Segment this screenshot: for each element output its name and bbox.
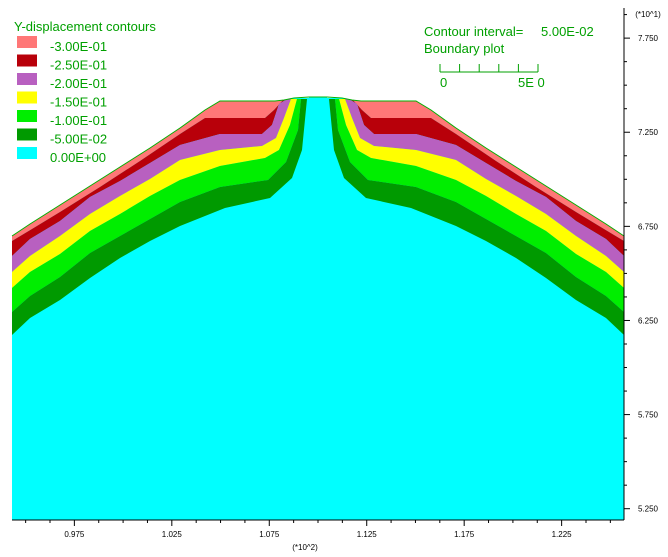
dam-boundary-outline	[11, 96, 625, 237]
legend-label: 0.00E+00	[50, 150, 106, 165]
x-tick-label: 0.975	[64, 530, 85, 539]
band-minus-0-05-right	[329, 99, 624, 335]
contour-interval-info: Contour interval= 5.00E-02 Boundary plot…	[424, 24, 594, 90]
legend: Y-displacement contours -3.00E-01 -2.50E-…	[14, 19, 156, 165]
scale-bar	[439, 64, 539, 73]
x-multiplier-label: (*10^2)	[292, 543, 318, 552]
band-minus-0-20-right	[345, 99, 624, 272]
y-axis: 5.250 5.750 6.250 6.750 7.250 7.750	[624, 14, 659, 514]
boundary-plot-label: Boundary plot	[424, 41, 505, 56]
legend-swatch	[17, 36, 37, 48]
legend-label: -1.50E-01	[50, 95, 107, 110]
crest-cap	[309, 97, 327, 99]
band-minus-0-10-left	[12, 99, 301, 312]
legend-swatch	[17, 54, 37, 67]
x-tick-label: 1.175	[454, 530, 475, 539]
legend-label: -5.00E-02	[50, 132, 107, 147]
x-tick-label: 1.125	[357, 530, 378, 539]
band-minus-0-15-left	[12, 99, 297, 288]
contour-interval-value: 5.00E-02	[541, 24, 594, 39]
legend-label: -2.50E-01	[50, 58, 107, 73]
legend-swatch	[17, 73, 37, 85]
contour-bands	[11, 8, 625, 520]
band-minus-0-05-left	[12, 99, 307, 335]
band-minus-0-15-right	[339, 99, 624, 288]
legend-swatch	[17, 91, 37, 104]
y-tick-label: 6.750	[638, 222, 659, 231]
legend-label: -2.00E-01	[50, 76, 107, 91]
band-minus-0-10-right	[335, 99, 624, 312]
x-tick-label: 1.075	[259, 530, 280, 539]
legend-swatch	[17, 110, 37, 122]
contour-interval-label: Contour interval=	[424, 24, 523, 39]
y-tick-label: 5.750	[638, 411, 659, 420]
band-minus-0-20-left	[12, 99, 291, 272]
scale-bar-right-label: 5E 0	[518, 75, 545, 90]
legend-label: -1.00E-01	[50, 113, 107, 128]
y-tick-label: 7.250	[638, 128, 659, 137]
y-tick-label: 7.750	[638, 34, 659, 43]
chart-title: Y-displacement contours	[14, 19, 156, 34]
y-tick-label: 5.250	[638, 505, 659, 514]
y-tick-label: 6.250	[638, 316, 659, 325]
x-tick-label: 1.225	[552, 530, 573, 539]
x-axis: 0.975 1.025 1.075 1.125 1.175 1.225	[25, 520, 611, 539]
legend-swatch	[17, 147, 37, 159]
sky-region	[12, 8, 624, 236]
legend-label: -3.00E-01	[50, 39, 107, 54]
y-multiplier-label: (*10^1)	[635, 10, 661, 19]
legend-swatch	[17, 128, 37, 141]
scale-bar-left-label: 0	[440, 75, 447, 90]
x-tick-label: 1.025	[162, 530, 183, 539]
